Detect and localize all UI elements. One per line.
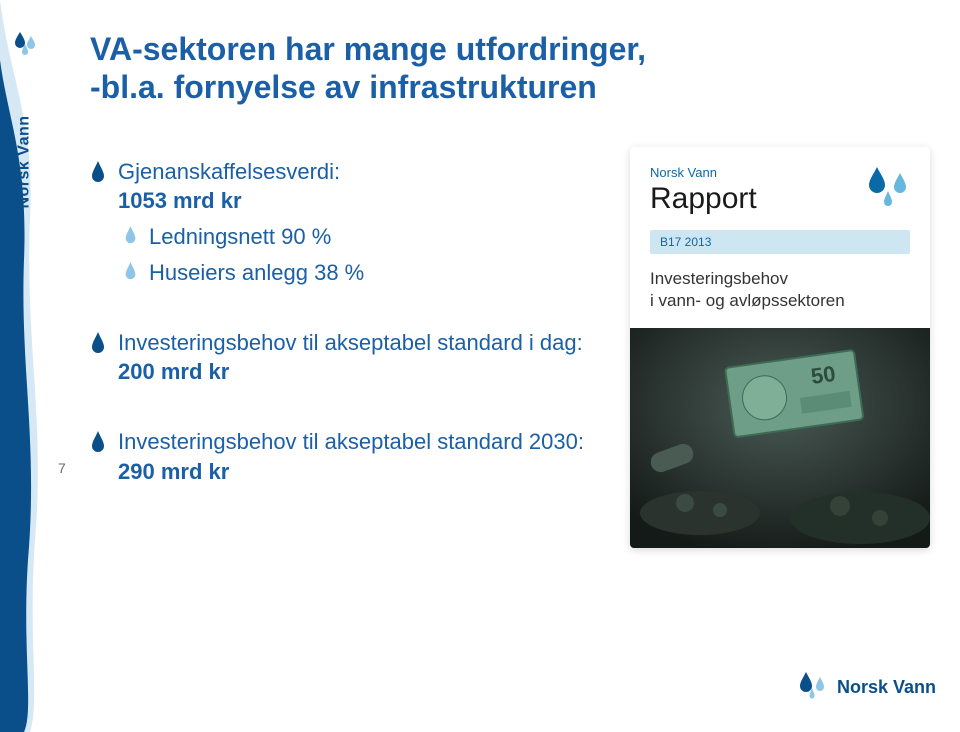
report-subtitle: Investeringsbehov i vann- og avløpssekto… [630,254,930,328]
report-header: Norsk Vann Rapport [630,147,930,226]
bullet-text: Gjenanskaffelsesverdi: 1053 mrd kr [118,157,340,216]
footer-logo-icon [795,670,829,704]
bullet-item: Investeringsbehov til akseptabel standar… [90,328,590,387]
footer-brand-text: Norsk Vann [837,677,936,698]
report-droplets-icon [860,163,914,217]
report-subtitle-line-1: Investeringsbehov [650,269,788,288]
slide-title: VA-sektoren har mange utfordringer, -bl.… [90,30,930,107]
sidebar-logo-icon [11,30,39,63]
drop-icon [90,332,106,354]
title-line-1: VA-sektoren har mange utfordringer, [90,31,646,67]
bullet-item: Investeringsbehov til akseptabel standar… [90,427,590,486]
title-line-2: -bl.a. fornyelse av infrastrukturen [90,69,597,105]
bullet-group: Investeringsbehov til akseptabel standar… [90,328,590,387]
drop-icon [90,161,106,183]
sidebar: Norsk Vann [0,0,50,732]
report-subtitle-line-2: i vann- og avløpssektoren [650,291,845,310]
sidebar-brand-text: Norsk Vann [16,115,34,208]
report-bar-text: B17 2013 [660,235,711,249]
bullet-group: Investeringsbehov til akseptabel standar… [90,427,590,486]
svg-text:50: 50 [809,361,837,389]
footer-logo: Norsk Vann [795,670,936,704]
sidebar-wave-graphic [0,0,50,732]
bullet-item: Gjenanskaffelsesverdi: 1053 mrd kr [90,157,590,216]
bullet-text: Investeringsbehov til akseptabel standar… [118,427,584,486]
bullet-text: Investeringsbehov til akseptabel standar… [118,328,583,387]
slide-main: VA-sektoren har mange utfordringer, -bl.… [50,0,960,732]
bullet-sub-item: Ledningsnett 90 % [124,222,590,252]
page-number: 7 [58,460,66,476]
bullet-sub-item: Huseiers anlegg 38 % [124,258,590,288]
bullet-group: Gjenanskaffelsesverdi: 1053 mrd kr Ledni… [90,157,590,288]
bullet-list: Gjenanskaffelsesverdi: 1053 mrd kr Ledni… [90,147,590,527]
report-cover-image: 50 [630,328,930,548]
drop-icon [124,262,137,280]
report-cover: Norsk Vann Rapport B17 2013 Investerings… [630,147,930,548]
bullet-sub-text: Huseiers anlegg 38 % [149,258,364,288]
drop-icon [124,226,137,244]
drop-icon [90,431,106,453]
report-bar: B17 2013 [650,230,910,254]
bullet-sub-text: Ledningsnett 90 % [149,222,331,252]
